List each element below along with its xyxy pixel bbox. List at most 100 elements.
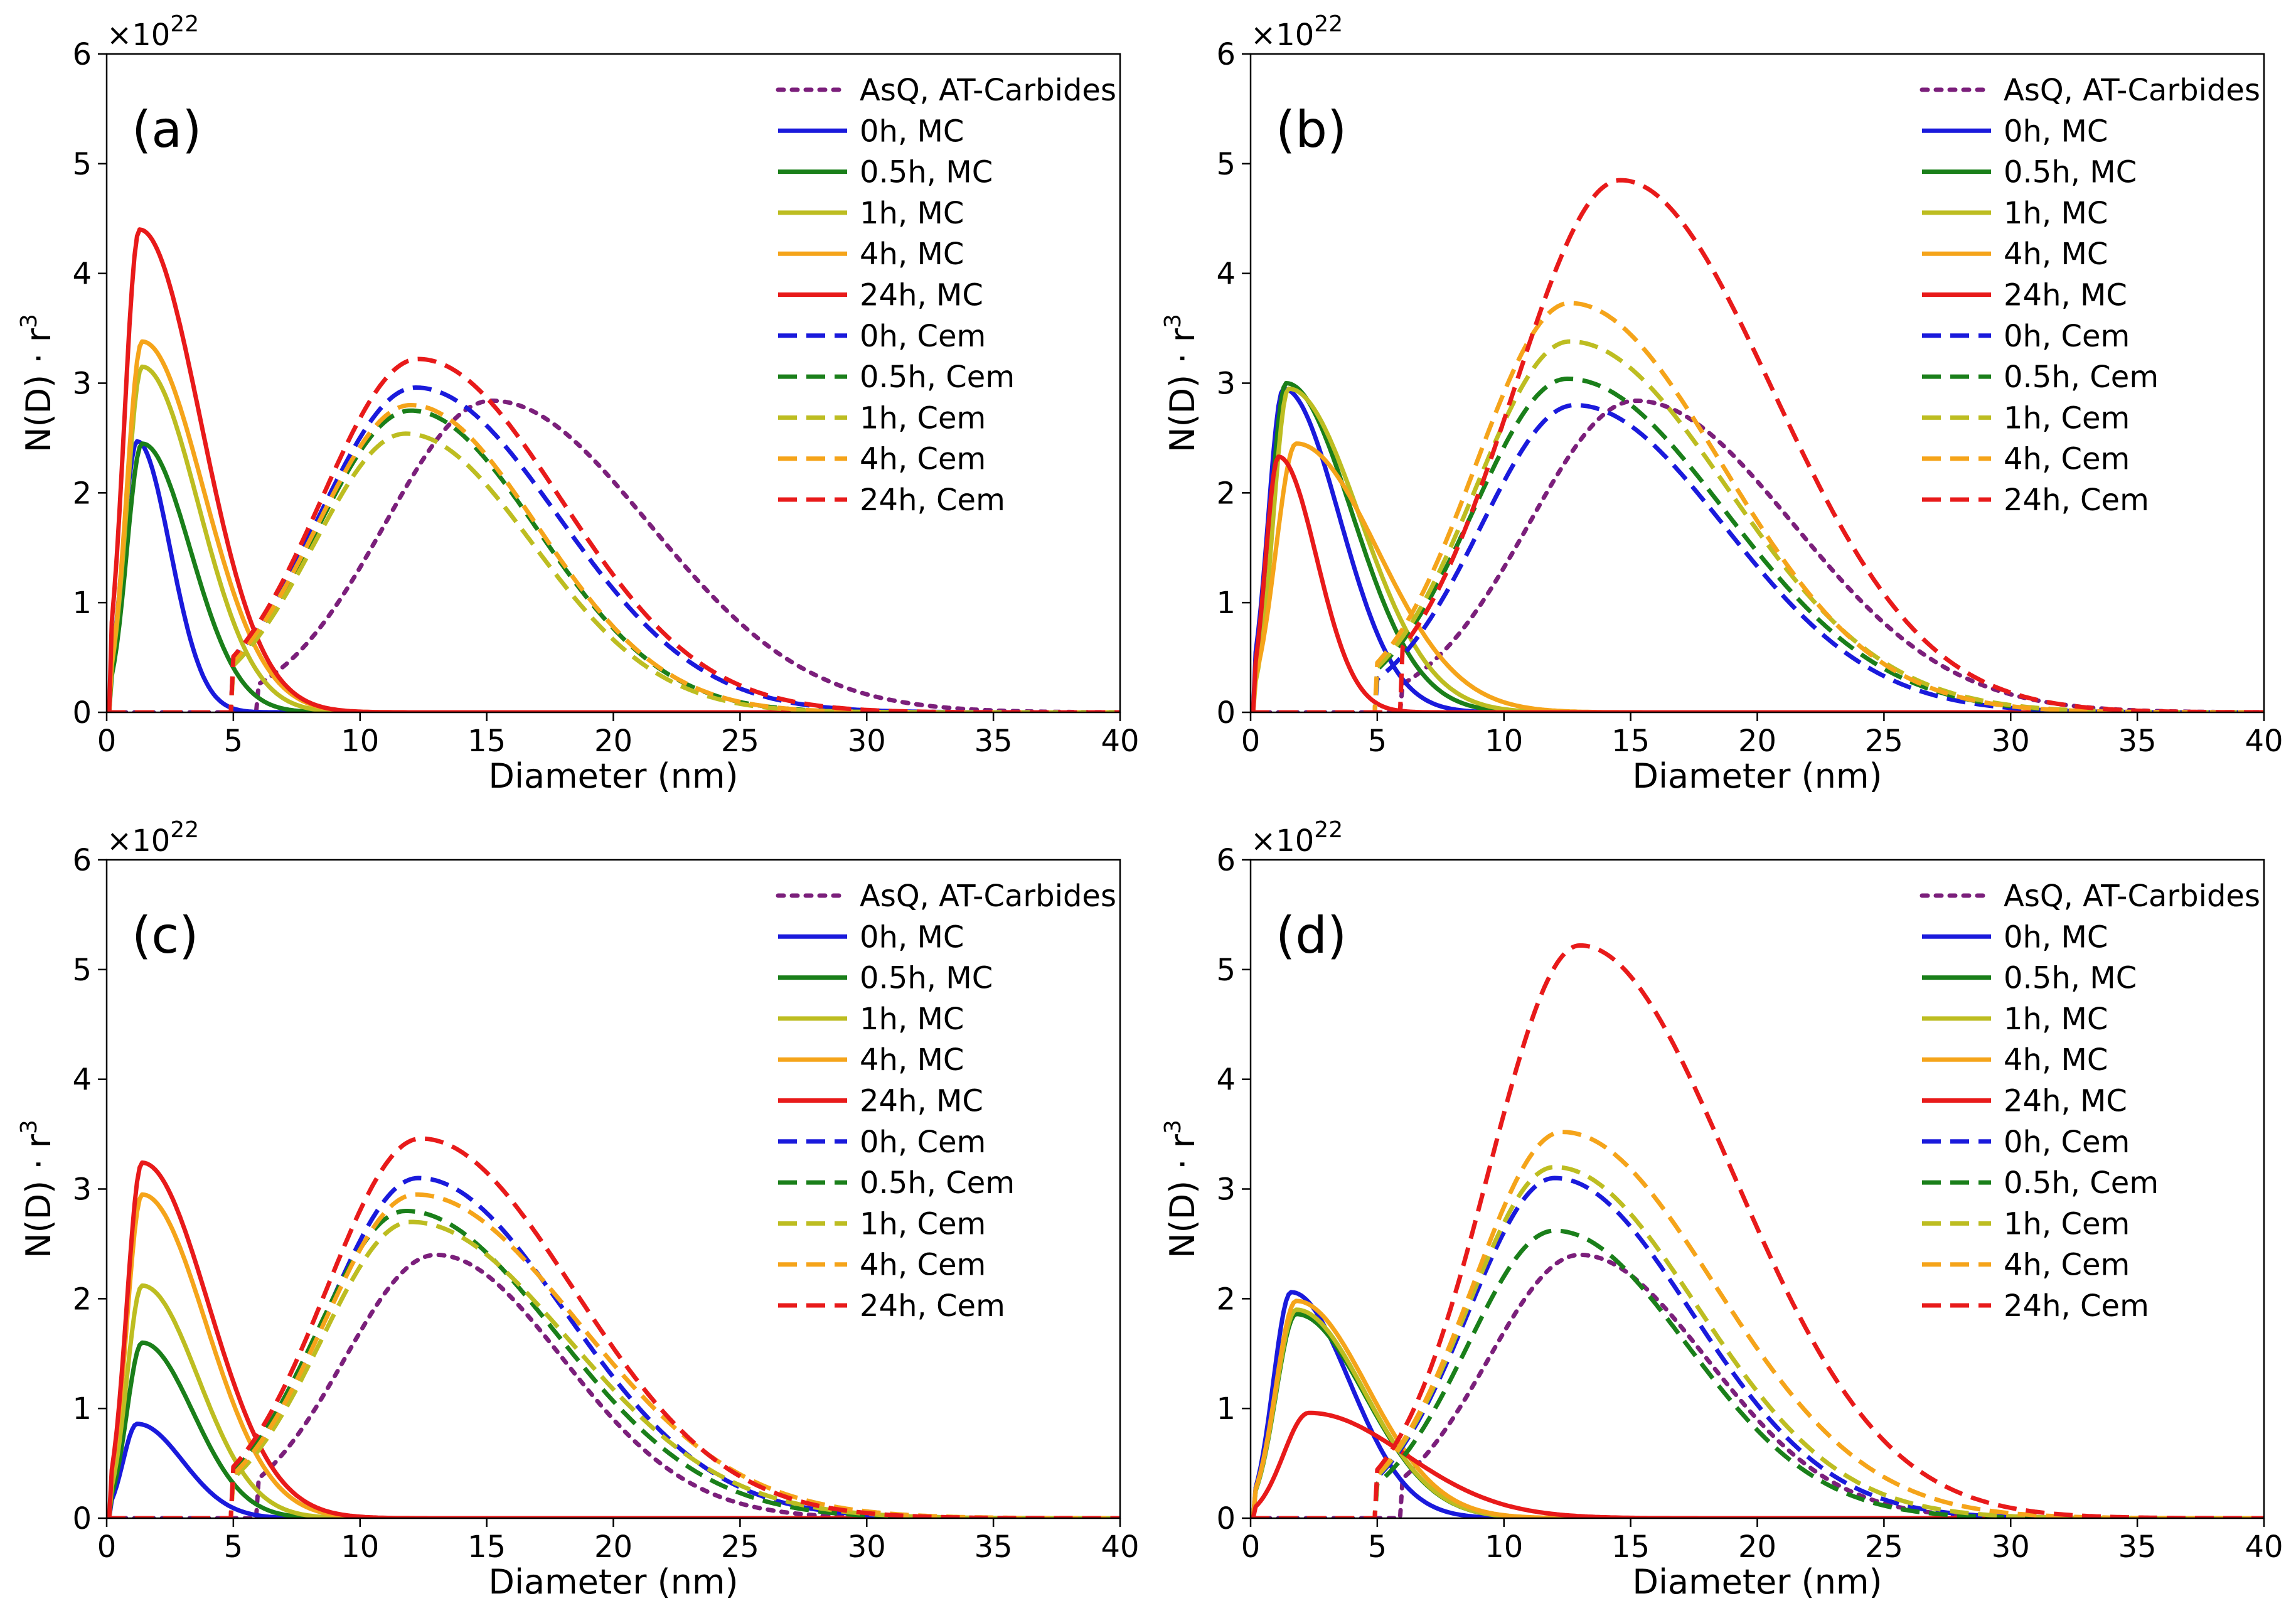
y-tick-label: 2 (72, 1282, 92, 1317)
series-line-4h-mc (1251, 441, 2264, 712)
axis-scale-factor: ×1022 (1251, 11, 1343, 53)
scale-base: ×10 (1251, 18, 1314, 53)
legend-label: 24h, Cem (2004, 1288, 2149, 1324)
x-tick-label: 25 (1865, 724, 1903, 759)
y-tick-label: 3 (1216, 1172, 1236, 1208)
x-tick-label: 5 (1368, 1529, 1387, 1565)
scale-base: ×10 (107, 18, 170, 53)
x-tick-label: 25 (721, 1529, 759, 1565)
y-axis-label: N(D) · r3 (16, 314, 58, 453)
x-tick-label: 35 (2118, 1529, 2157, 1565)
x-tick-label: 10 (341, 1529, 379, 1565)
y-tick-label: 2 (72, 476, 92, 511)
series-line-1h-mc (1251, 386, 2264, 712)
axis-scale-factor: ×1022 (1251, 817, 1343, 859)
legend-label: 1h, Cem (2004, 400, 2130, 436)
legend-label: 24h, MC (2004, 1084, 2127, 1119)
y-tick-label: 6 (72, 843, 92, 878)
series-line-1h-cem (107, 1219, 1120, 1518)
chart-panel-d: 0 5 10 15 20 25 30 35 40 0 1 2 3 4 5 6 ×1022 Diameter (nm… (1160, 817, 2283, 1602)
panel-label: (d) (1276, 906, 1347, 965)
series-line-1h-mc (107, 364, 1120, 712)
series-line-24h-mc (107, 1160, 1120, 1518)
legend-label: 0h, MC (860, 919, 964, 955)
y-tick-label: 4 (1216, 1063, 1236, 1098)
series-line-1h-mc (107, 1283, 1120, 1518)
y-tick-label: 0 (1216, 1501, 1236, 1536)
series-line-4h-mc (1251, 1299, 2264, 1518)
x-tick-label: 10 (1485, 1529, 1523, 1565)
legend-label: 0.5h, MC (860, 961, 993, 996)
x-tick-label: 5 (224, 724, 243, 759)
legend-label: 0.5h, Cem (860, 1165, 1015, 1201)
series-line-0h-mc (107, 1422, 1120, 1518)
y-tick-label: 4 (72, 257, 92, 292)
legend-label: AsQ, AT-Carbides (860, 879, 1116, 914)
y-tick-label: 1 (72, 1391, 92, 1427)
legend-label: 0h, Cem (860, 319, 986, 354)
x-tick-label: 40 (2245, 724, 2283, 759)
y-axis-label-sup: 3 (1160, 1120, 1186, 1134)
scale-exponent: 22 (1314, 11, 1343, 37)
scale-exponent: 22 (1314, 817, 1343, 843)
y-tick-label: 1 (1216, 586, 1236, 621)
series-line-4h-cem (1251, 1130, 2264, 1518)
x-axis-label: Diameter (nm) (488, 1562, 738, 1602)
legend-label: 0h, MC (2004, 114, 2108, 149)
legend-label: 0h, Cem (860, 1125, 986, 1160)
legend-label: 24h, Cem (860, 483, 1005, 518)
legend-label: 1h, MC (860, 196, 964, 231)
y-tick-label: 5 (72, 147, 92, 182)
y-axis-label-sup: 3 (16, 1120, 42, 1134)
series-line-4h-mc (107, 1192, 1120, 1518)
legend-label: 24h, MC (2004, 278, 2127, 313)
x-tick-label: 25 (721, 724, 759, 759)
legend-label: 0.5h, Cem (2004, 360, 2159, 395)
y-tick-label: 0 (72, 1501, 92, 1536)
legend-label: 24h, MC (860, 278, 983, 313)
y-tick-label: 6 (1216, 843, 1236, 878)
x-tick-label: 5 (1368, 724, 1387, 759)
legend-label: 4h, Cem (2004, 442, 2130, 477)
x-tick-label: 10 (1485, 724, 1523, 759)
x-axis-label: Diameter (nm) (1632, 756, 1882, 796)
y-tick-label: 3 (1216, 367, 1236, 402)
series-line-0h-mc (1251, 1290, 2264, 1518)
scale-base: ×10 (1251, 823, 1314, 859)
legend-label: 1h, Cem (860, 1206, 986, 1241)
legend: AsQ, AT-Carbides 0h, MC 0.5h, MC 1h, MC 4h, … (1920, 73, 2260, 518)
legend-label: 0.5h, MC (2004, 961, 2137, 996)
panel-label: (a) (132, 100, 201, 159)
legend-label: 24h, Cem (2004, 483, 2149, 518)
legend-label: AsQ, AT-Carbides (2004, 73, 2260, 108)
x-tick-label: 20 (1738, 1529, 1776, 1565)
legend-label: 0.5h, Cem (2004, 1165, 2159, 1201)
y-tick-label: 6 (1216, 37, 1236, 72)
x-tick-label: 15 (1611, 724, 1650, 759)
series-line-0-5h-mc (1251, 381, 2264, 712)
legend-label: 4h, MC (2004, 237, 2108, 272)
series-line-24h-cem (1251, 178, 2264, 712)
legend-label: 1h, MC (2004, 1002, 2108, 1037)
x-tick-label: 10 (341, 724, 379, 759)
legend-label: 0h, Cem (2004, 1125, 2130, 1160)
x-tick-label: 0 (97, 1529, 117, 1565)
x-tick-label: 35 (974, 724, 1013, 759)
y-tick-label: 0 (1216, 695, 1236, 731)
x-tick-label: 35 (974, 1529, 1013, 1565)
legend: AsQ, AT-Carbides 0h, MC 0.5h, MC 1h, MC 4h, … (1920, 879, 2260, 1324)
chart-panel-c: 0 5 10 15 20 25 30 35 40 0 1 2 3 4 5 6 ×1022 Diameter (nm… (16, 817, 1140, 1602)
series-line-24h-mc (107, 227, 1120, 712)
x-tick-label: 0 (97, 724, 117, 759)
y-tick-label: 4 (1216, 257, 1236, 292)
legend-label: 4h, Cem (860, 442, 986, 477)
legend-label: 24h, Cem (860, 1288, 1005, 1324)
y-axis-label-main: N(D) · r (1163, 1133, 1202, 1258)
legend-label: 1h, MC (860, 1002, 964, 1037)
legend-label: 0h, Cem (2004, 319, 2130, 354)
y-tick-label: 1 (1216, 1391, 1236, 1427)
y-axis-label-main: N(D) · r (19, 1133, 58, 1258)
series-line-0-5h-mc (107, 1340, 1120, 1518)
series-line-24h-mc (1251, 1410, 2264, 1518)
